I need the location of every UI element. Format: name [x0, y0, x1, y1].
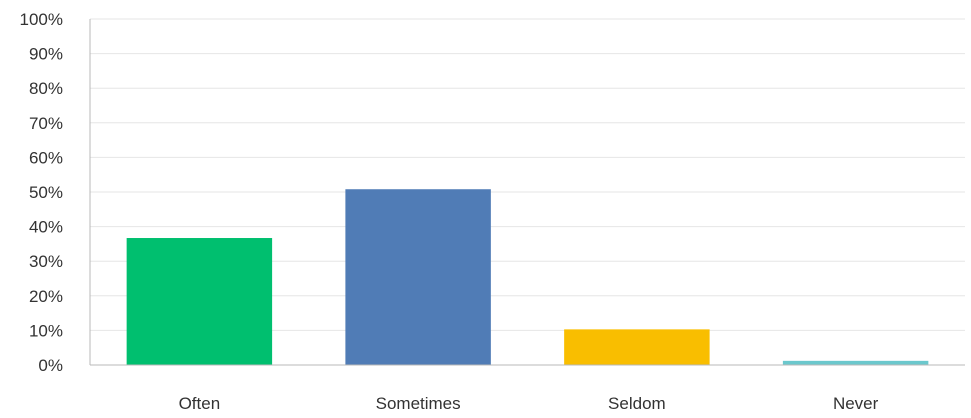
x-axis-ticks: Often Sometimes Seldom Never — [179, 394, 879, 413]
x-tick-label-often: Often — [179, 394, 221, 413]
y-tick-label: 30% — [29, 252, 63, 271]
y-tick-label: 100% — [20, 10, 63, 29]
y-axis-ticks: 0% 10% 20% 30% 40% 50% 60% 70% 80% 90% 100% — [20, 10, 63, 375]
x-tick-label-sometimes: Sometimes — [376, 394, 461, 413]
y-tick-label: 90% — [29, 45, 63, 64]
y-tick-label: 50% — [29, 183, 63, 202]
bar-often — [126, 238, 273, 365]
bar-never — [782, 360, 929, 365]
y-tick-label: 60% — [29, 148, 63, 167]
y-tick-label: 10% — [29, 321, 63, 340]
y-tick-label: 40% — [29, 218, 63, 237]
y-tick-label: 80% — [29, 79, 63, 98]
y-tick-label: 70% — [29, 114, 63, 133]
bar-sometimes — [345, 189, 491, 365]
x-tick-label-never: Never — [833, 394, 879, 413]
bars — [126, 189, 929, 365]
y-tick-label: 20% — [29, 287, 63, 306]
y-tick-label: 0% — [38, 356, 63, 375]
bar-seldom — [564, 329, 710, 365]
x-tick-label-seldom: Seldom — [608, 394, 666, 413]
